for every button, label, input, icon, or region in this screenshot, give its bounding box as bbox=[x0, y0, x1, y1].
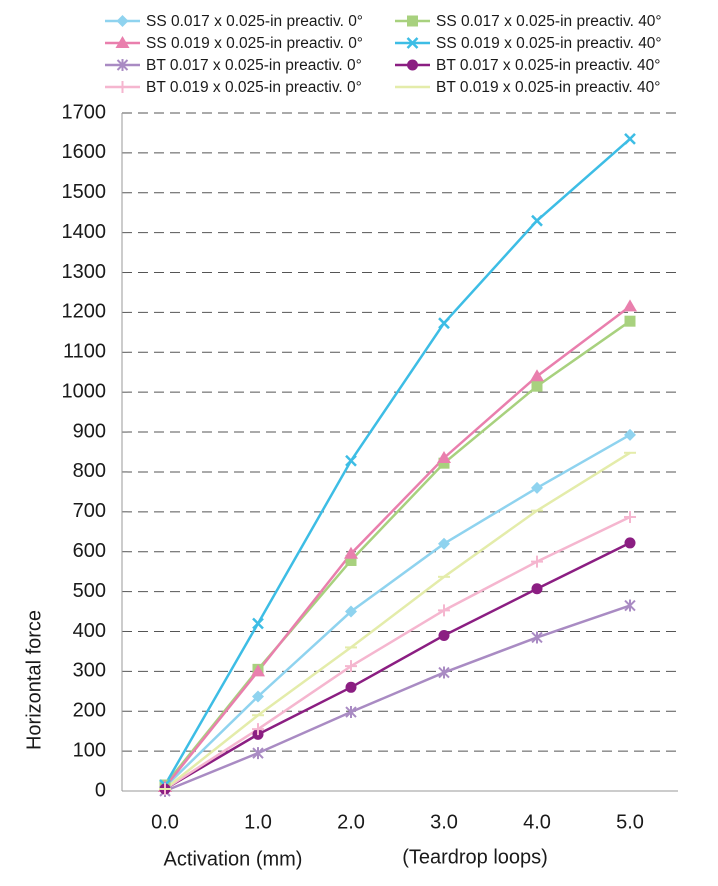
data-point bbox=[531, 214, 543, 227]
legend-swatch-marker bbox=[116, 15, 129, 27]
data-point bbox=[624, 133, 636, 145]
legend-label: BT 0.019 x 0.025-in preactiv. 40° bbox=[436, 79, 660, 96]
data-point bbox=[438, 666, 450, 679]
data-point bbox=[252, 617, 264, 630]
data-point bbox=[531, 481, 543, 494]
data-point bbox=[624, 537, 636, 549]
y-tick-label: 1600 bbox=[62, 141, 107, 163]
y-tick-label: 1500 bbox=[62, 181, 107, 203]
data-point bbox=[438, 604, 450, 617]
legend-swatch-marker bbox=[116, 81, 129, 93]
data-point bbox=[252, 723, 264, 736]
series-line bbox=[163, 137, 631, 786]
series-line bbox=[164, 305, 631, 788]
legend-label: SS 0.019 x 0.025-in preactiv. 40° bbox=[436, 35, 662, 52]
legend-swatch-marker bbox=[407, 15, 418, 27]
x-tick-label: 4.0 bbox=[523, 811, 551, 833]
data-point bbox=[438, 537, 450, 550]
legend-label: BT 0.019 x 0.025-in preactiv. 0° bbox=[146, 79, 362, 96]
legend-label: BT 0.017 x 0.025-in preactiv. 40° bbox=[436, 57, 660, 74]
data-point bbox=[624, 599, 636, 612]
y-tick-label: 500 bbox=[73, 580, 106, 602]
y-tick-label: 400 bbox=[73, 620, 106, 642]
data-point bbox=[345, 454, 357, 467]
x-tick-label: 1.0 bbox=[244, 811, 272, 833]
data-point bbox=[438, 629, 450, 641]
y-tick-label: 300 bbox=[73, 660, 106, 682]
x-tick-label: 3.0 bbox=[430, 811, 458, 833]
legend-swatch-marker bbox=[406, 37, 419, 49]
series-line bbox=[164, 451, 631, 790]
data-point bbox=[531, 583, 543, 595]
data-point bbox=[252, 747, 264, 760]
y-tick-label: 1000 bbox=[62, 380, 107, 402]
y-tick-label: 1200 bbox=[62, 301, 107, 323]
data-point bbox=[438, 457, 450, 469]
x-axis-sublabel: (Teardrop loops) bbox=[402, 846, 548, 868]
y-tick-label: 1700 bbox=[62, 101, 107, 123]
y-tick-label: 800 bbox=[73, 460, 106, 482]
y-axis-label: Horizontal force bbox=[23, 610, 45, 750]
data-point bbox=[345, 554, 357, 566]
data-point bbox=[623, 299, 637, 312]
y-tick-label: 200 bbox=[73, 700, 106, 722]
data-point bbox=[624, 315, 636, 327]
y-tick-label: 0 bbox=[95, 779, 106, 801]
data-point bbox=[624, 511, 636, 524]
data-point bbox=[345, 660, 357, 673]
legend-label: SS 0.017 x 0.025-in preactiv. 0° bbox=[146, 13, 363, 30]
legend-label: SS 0.019 x 0.025-in preactiv. 0° bbox=[146, 35, 363, 52]
data-point bbox=[531, 555, 543, 568]
legend-label: BT 0.017 x 0.025-in preactiv. 0° bbox=[146, 57, 362, 74]
x-tick-label: 5.0 bbox=[616, 811, 644, 833]
series-line bbox=[164, 433, 631, 788]
y-tick-label: 1100 bbox=[63, 341, 106, 363]
y-tick-label: 1400 bbox=[62, 221, 107, 243]
x-tick-label: 2.0 bbox=[337, 811, 365, 833]
series-line bbox=[164, 604, 631, 793]
legend-swatch-marker bbox=[115, 36, 130, 48]
legend-label: SS 0.017 x 0.025-in preactiv. 40° bbox=[436, 13, 662, 30]
series-line bbox=[164, 541, 631, 791]
data-point bbox=[438, 317, 450, 330]
series-line bbox=[164, 515, 631, 791]
data-point bbox=[345, 605, 357, 618]
y-tick-label: 1300 bbox=[62, 261, 107, 283]
y-tick-label: 600 bbox=[73, 540, 106, 562]
data-point bbox=[345, 706, 357, 719]
legend-swatch-marker bbox=[116, 59, 129, 71]
data-point bbox=[624, 428, 636, 441]
x-tick-label: 0.0 bbox=[151, 811, 179, 833]
y-tick-label: 100 bbox=[73, 739, 106, 761]
data-point bbox=[251, 664, 265, 677]
data-point bbox=[345, 681, 357, 693]
y-tick-label: 900 bbox=[73, 420, 106, 442]
data-point bbox=[531, 380, 543, 392]
y-tick-label: 700 bbox=[73, 500, 106, 522]
data-point bbox=[252, 690, 264, 703]
data-point bbox=[531, 631, 543, 644]
data-point bbox=[437, 450, 451, 463]
data-point bbox=[344, 546, 358, 559]
data-point bbox=[530, 369, 544, 382]
x-axis-label: Activation (mm) bbox=[164, 848, 303, 870]
legend-swatch-marker bbox=[407, 59, 418, 71]
